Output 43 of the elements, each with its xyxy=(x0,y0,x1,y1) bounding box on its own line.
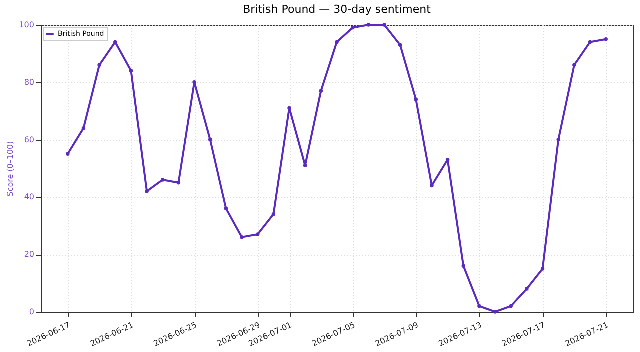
point xyxy=(272,212,276,216)
point xyxy=(350,26,355,30)
point xyxy=(430,184,434,188)
point xyxy=(446,158,450,162)
point xyxy=(556,138,560,142)
point xyxy=(114,40,118,44)
point xyxy=(66,152,70,156)
y-tick-label: 20 xyxy=(24,250,34,260)
point xyxy=(224,206,228,211)
point xyxy=(192,80,196,84)
point xyxy=(145,190,149,194)
y-tick-label: 0 xyxy=(29,308,34,316)
y-tick-label: 100 xyxy=(19,20,34,30)
point xyxy=(462,264,466,268)
point xyxy=(525,287,529,291)
point xyxy=(161,178,165,182)
point xyxy=(240,236,244,240)
point xyxy=(414,98,418,102)
point xyxy=(398,43,402,47)
point xyxy=(129,69,134,73)
point xyxy=(256,232,260,236)
y-tick-label: 60 xyxy=(24,135,34,144)
point xyxy=(98,63,102,68)
point xyxy=(382,23,386,27)
point xyxy=(176,180,181,185)
point xyxy=(572,63,576,68)
point xyxy=(604,37,608,42)
point xyxy=(493,310,498,314)
point xyxy=(478,304,482,308)
point xyxy=(303,164,308,168)
point xyxy=(366,23,371,27)
point xyxy=(208,138,212,142)
point xyxy=(588,40,592,44)
point xyxy=(509,304,513,308)
point xyxy=(319,89,324,93)
y-axis-title: Score (0–100) xyxy=(6,141,16,197)
point xyxy=(540,267,545,271)
point xyxy=(82,126,86,130)
chart-title: British Pound — 30-day sentiment xyxy=(243,3,432,16)
y-tick-label: 40 xyxy=(24,192,34,202)
point xyxy=(288,106,292,110)
point xyxy=(335,40,339,44)
y-tick-label: 80 xyxy=(24,78,34,87)
